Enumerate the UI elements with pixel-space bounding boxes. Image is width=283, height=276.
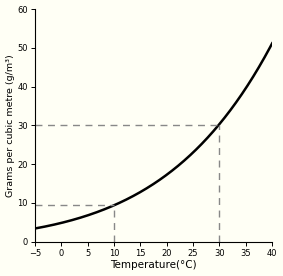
Y-axis label: Grams per cubic metre (g/m³): Grams per cubic metre (g/m³) [6,54,14,197]
X-axis label: Temperature(°C): Temperature(°C) [110,261,197,270]
